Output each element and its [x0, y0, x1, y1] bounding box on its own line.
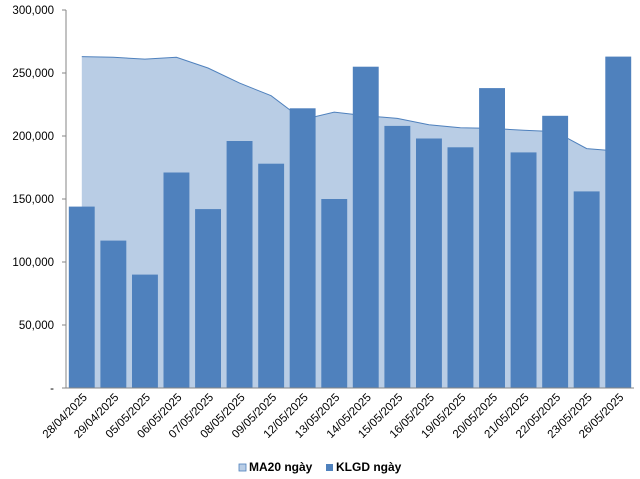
bar-klgd [447, 147, 474, 388]
bar-klgd [416, 138, 442, 388]
bar-klgd [195, 209, 221, 388]
bar-klgd [100, 240, 127, 388]
y-tick-label: 200,000 [12, 131, 54, 143]
bar-klgd [573, 191, 600, 388]
bar-klgd [226, 141, 253, 388]
bar-klgd [384, 125, 411, 389]
bar-klgd [132, 274, 158, 388]
y-tick-label: 150,000 [12, 194, 54, 206]
y-tick-label: 250,000 [12, 68, 54, 80]
y-tick-label: 100,000 [12, 257, 54, 269]
bar-klgd [605, 56, 632, 388]
bar-klgd [68, 206, 95, 388]
bar-klgd [321, 199, 348, 388]
y-tick-label: 300,000 [12, 5, 54, 17]
bar-klgd [258, 163, 285, 388]
bar-klgd [352, 66, 379, 388]
legend-label-klgd: KLGD ngày [336, 460, 402, 474]
ma20-area-layer [81, 56, 619, 388]
bar-klgd [289, 108, 316, 389]
ma20-line [81, 56, 619, 152]
bar-layer [68, 56, 632, 389]
bar-klgd [479, 88, 505, 388]
bar-klgd [163, 172, 190, 388]
legend-swatch-ma20 [238, 463, 247, 472]
legend-label-ma20: MA20 ngày [249, 460, 313, 474]
legend-swatch-klgd [326, 464, 333, 471]
legend: MA20 ngày KLGD ngày [238, 460, 402, 474]
y-tick-label: 50,000 [19, 320, 54, 332]
ma20-area [81, 56, 619, 388]
bar-klgd [542, 115, 569, 389]
y-tick-label: - [50, 383, 54, 395]
bar-klgd [510, 152, 537, 388]
